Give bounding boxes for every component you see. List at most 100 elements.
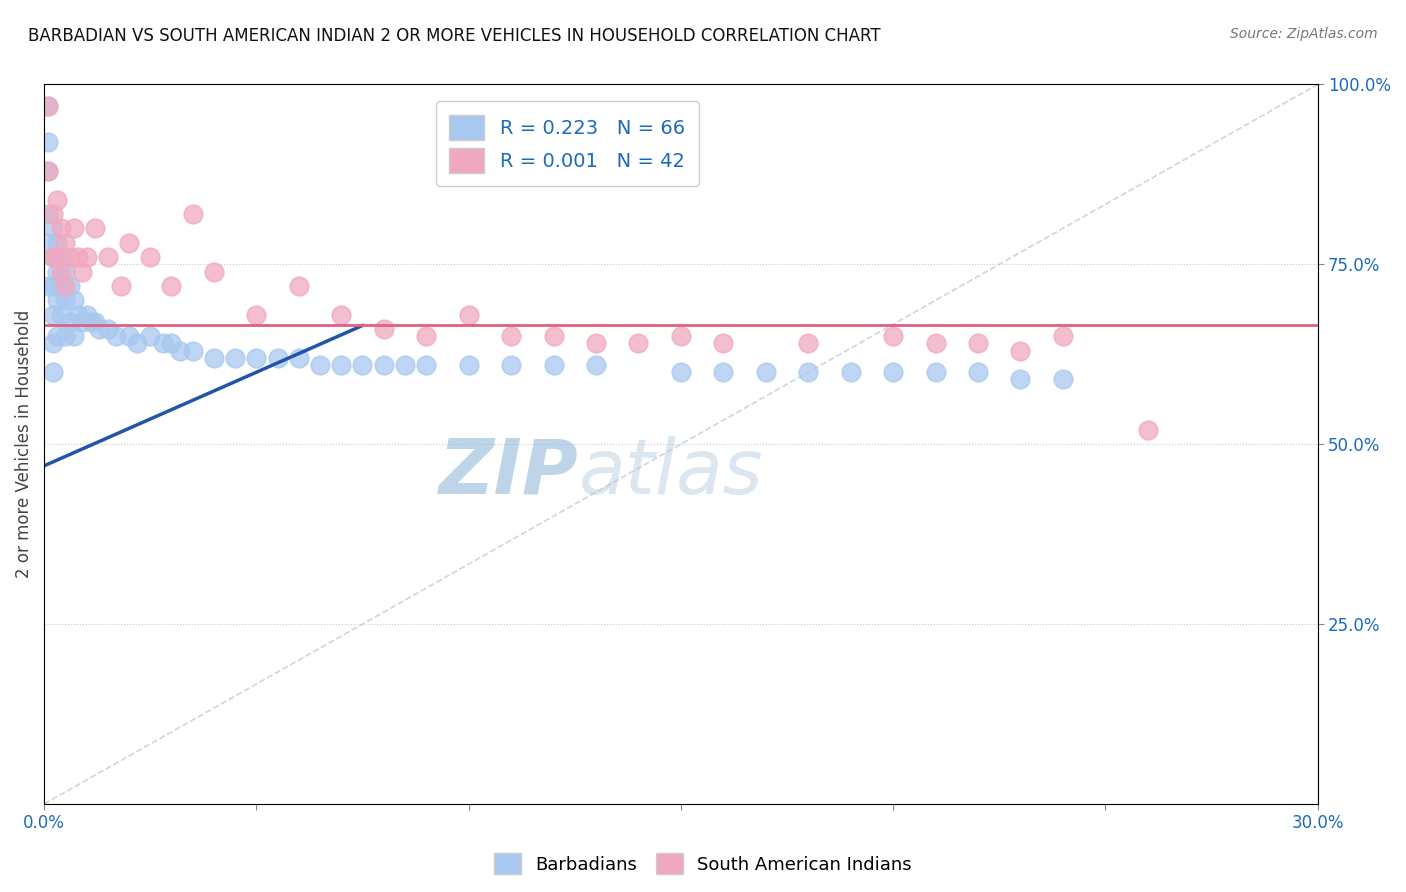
Point [711, 336, 734, 351]
Point [53, 329, 76, 343]
Point [669, 329, 692, 343]
Point [37, 163, 59, 178]
Point [105, 329, 128, 343]
Point [127, 336, 149, 351]
Point [118, 329, 141, 343]
Point [839, 365, 862, 379]
Point [37, 235, 59, 250]
Point [63, 329, 86, 343]
Point [76, 250, 98, 264]
Point [924, 365, 946, 379]
Point [266, 351, 288, 365]
Point [97, 322, 120, 336]
Point [457, 358, 479, 372]
Point [84, 221, 107, 235]
Point [415, 329, 437, 343]
Point [1136, 423, 1159, 437]
Point [63, 221, 86, 235]
Point [53, 279, 76, 293]
Point [53, 264, 76, 278]
Legend: R = 0.223   N = 66, R = 0.001   N = 42: R = 0.223 N = 66, R = 0.001 N = 42 [436, 102, 699, 186]
Point [669, 365, 692, 379]
Text: Source: ZipAtlas.com: Source: ZipAtlas.com [1230, 27, 1378, 41]
Point [58, 279, 80, 293]
Point [45, 250, 67, 264]
Point [58, 250, 80, 264]
Point [330, 308, 353, 322]
Point [224, 351, 246, 365]
Point [89, 322, 111, 336]
Y-axis label: 2 or more Vehicles in Household: 2 or more Vehicles in Household [15, 310, 32, 578]
Point [1052, 372, 1074, 386]
Legend: Barbadians, South American Indians: Barbadians, South American Indians [485, 844, 921, 883]
Point [67, 250, 90, 264]
Point [181, 343, 204, 358]
Point [37, 99, 59, 113]
Point [41, 207, 63, 221]
Point [373, 322, 395, 336]
Point [53, 293, 76, 308]
Point [63, 293, 86, 308]
Point [543, 329, 565, 343]
Point [202, 351, 225, 365]
Point [139, 329, 162, 343]
Point [45, 329, 67, 343]
Point [1010, 372, 1032, 386]
Point [1052, 329, 1074, 343]
Point [755, 365, 778, 379]
Point [37, 135, 59, 149]
Point [118, 235, 141, 250]
Point [53, 235, 76, 250]
Point [49, 279, 72, 293]
Point [394, 358, 416, 372]
Point [330, 358, 353, 372]
Point [45, 264, 67, 278]
Point [41, 250, 63, 264]
Point [152, 336, 174, 351]
Point [72, 315, 94, 329]
Point [41, 279, 63, 293]
Point [797, 336, 820, 351]
Point [499, 329, 522, 343]
Point [49, 250, 72, 264]
Point [67, 308, 90, 322]
Point [58, 315, 80, 329]
Point [585, 358, 607, 372]
Point [543, 358, 565, 372]
Point [76, 308, 98, 322]
Point [711, 365, 734, 379]
Point [41, 308, 63, 322]
Point [84, 315, 107, 329]
Point [45, 293, 67, 308]
Point [41, 250, 63, 264]
Point [41, 365, 63, 379]
Point [169, 343, 191, 358]
Point [37, 99, 59, 113]
Point [352, 358, 374, 372]
Point [181, 207, 204, 221]
Point [309, 358, 332, 372]
Point [585, 336, 607, 351]
Point [49, 221, 72, 235]
Text: BARBADIAN VS SOUTH AMERICAN INDIAN 2 OR MORE VEHICLES IN HOUSEHOLD CORRELATION C: BARBADIAN VS SOUTH AMERICAN INDIAN 2 OR … [28, 27, 880, 45]
Point [797, 365, 820, 379]
Point [882, 329, 904, 343]
Point [37, 163, 59, 178]
Text: atlas: atlas [579, 436, 763, 510]
Point [924, 336, 946, 351]
Point [967, 365, 990, 379]
Point [41, 221, 63, 235]
Point [202, 264, 225, 278]
Point [45, 235, 67, 250]
Point [288, 351, 311, 365]
Point [110, 279, 132, 293]
Point [967, 336, 990, 351]
Point [49, 264, 72, 278]
Point [245, 351, 267, 365]
Point [80, 315, 103, 329]
Point [882, 365, 904, 379]
Point [37, 279, 59, 293]
Point [415, 358, 437, 372]
Point [97, 250, 120, 264]
Point [245, 308, 267, 322]
